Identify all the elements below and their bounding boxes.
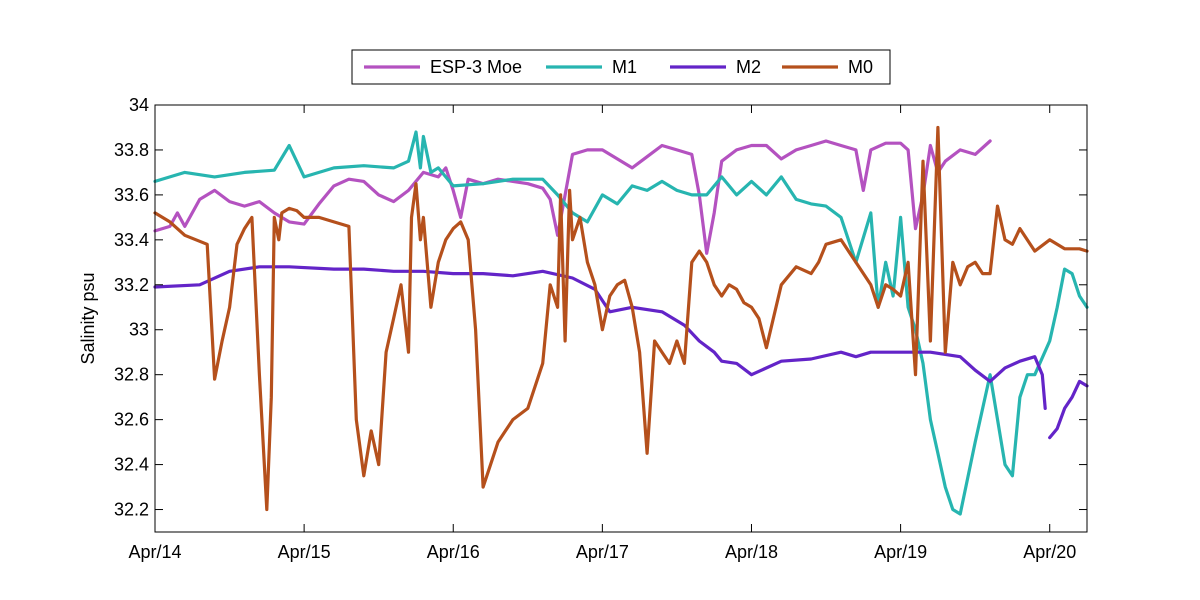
x-tick-label: Apr/18 xyxy=(725,542,778,562)
series-line-m1-1 xyxy=(153,130,1089,516)
y-tick-label: 33.2 xyxy=(114,275,149,295)
legend-label: M1 xyxy=(612,57,637,77)
series-line-m0-4 xyxy=(153,125,1089,512)
y-axis: 32.2 32.4 32.6 32.8 33 33.2 33.4 33.6 33.8 34 xyxy=(114,95,1087,520)
y-tick-label: 34 xyxy=(129,95,149,115)
legend-label: M0 xyxy=(848,57,873,77)
series-line-m2-2 xyxy=(153,265,1047,410)
x-tick-label: Apr/14 xyxy=(128,542,181,562)
series-line-m2-3 xyxy=(1048,379,1089,440)
x-tick-label: Apr/19 xyxy=(874,542,927,562)
x-tick-label: Apr/15 xyxy=(278,542,331,562)
y-tick-label: 33 xyxy=(129,320,149,340)
y-axis-title: Salinity psu xyxy=(78,272,98,364)
series-layer xyxy=(153,125,1089,516)
x-tick-label: Apr/17 xyxy=(576,542,629,562)
x-tick-label: Apr/20 xyxy=(1023,542,1076,562)
x-tick-label: Apr/16 xyxy=(427,542,480,562)
y-tick-label: 32.8 xyxy=(114,365,149,385)
y-tick-label: 32.2 xyxy=(114,500,149,520)
series-line-esp-3-moe-0 xyxy=(153,139,992,255)
y-tick-label: 32.4 xyxy=(114,455,149,475)
y-tick-label: 33.4 xyxy=(114,230,149,250)
legend-label: M2 xyxy=(736,57,761,77)
plot-frame xyxy=(154,104,1088,533)
y-tick-label: 33.8 xyxy=(114,140,149,160)
y-tick-label: 33.6 xyxy=(114,185,149,205)
y-tick-label: 32.6 xyxy=(114,410,149,430)
x-axis: Apr/14 Apr/15 Apr/16 Apr/17 Apr/18 Apr/19 Apr/… xyxy=(128,105,1076,562)
legend: ESP-3 Moe M1 M2 M0 xyxy=(351,49,891,85)
legend-label: ESP-3 Moe xyxy=(430,57,522,77)
